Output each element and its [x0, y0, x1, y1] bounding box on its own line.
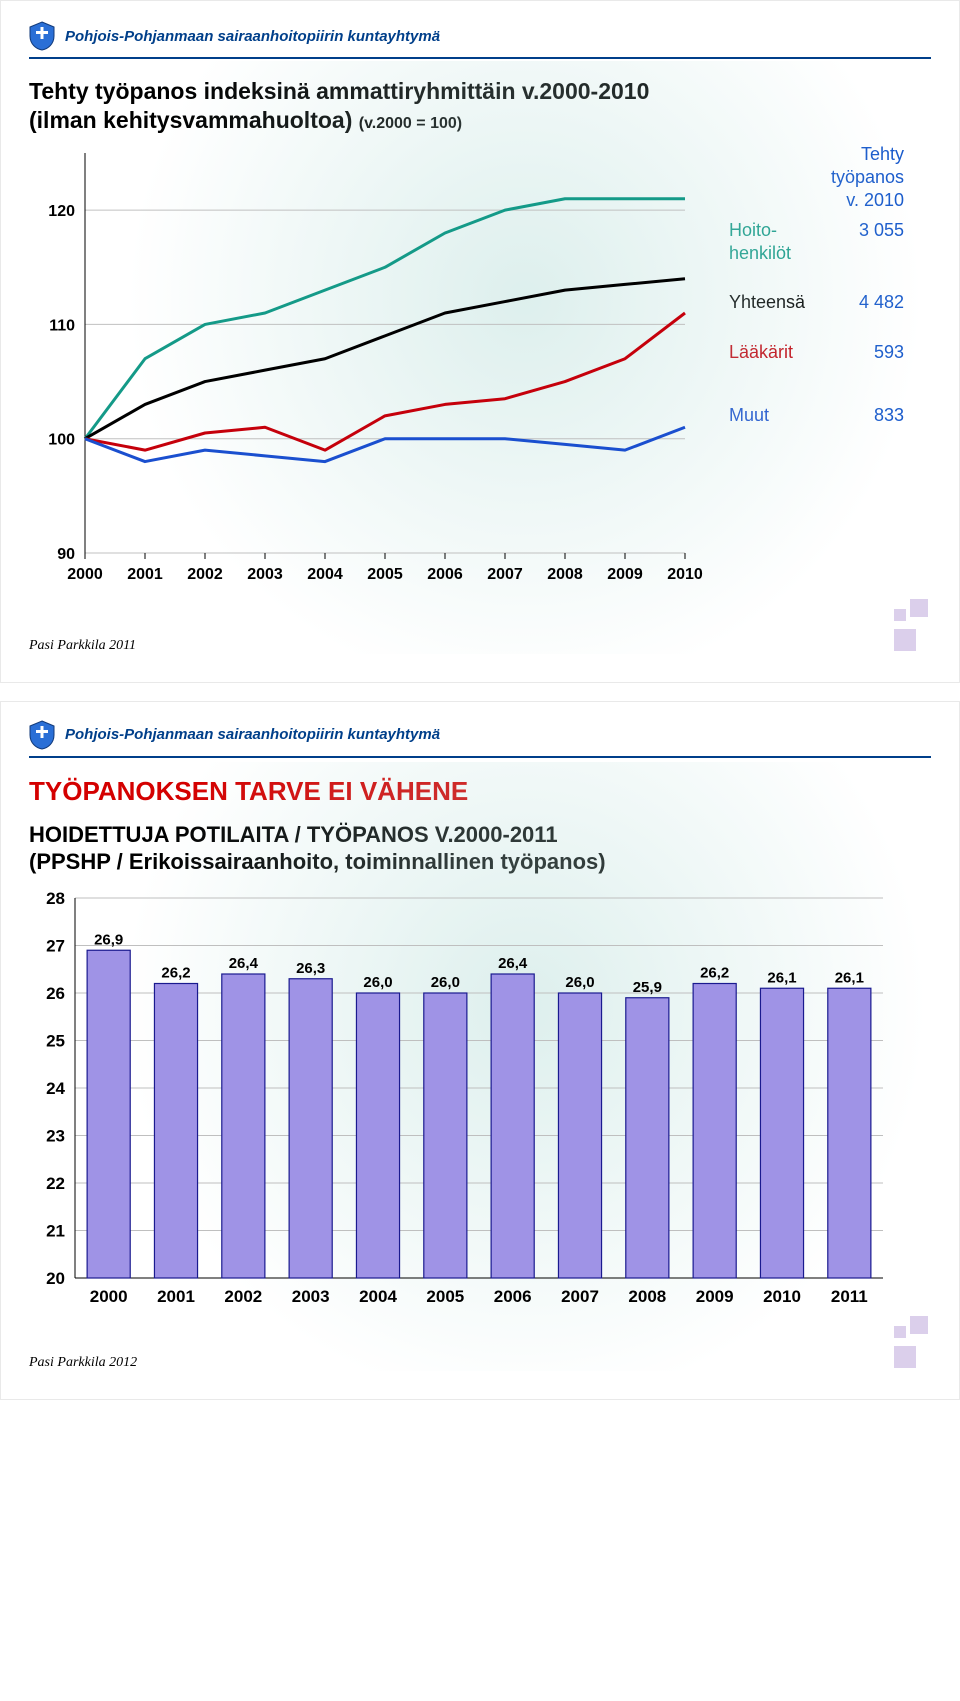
svg-text:25: 25: [46, 1031, 65, 1050]
legend-row: Hoito-henkilöt 3 055: [729, 219, 904, 266]
svg-text:26,4: 26,4: [229, 955, 259, 972]
legend-label: Lääkärit: [729, 341, 793, 364]
svg-text:2006: 2006: [494, 1287, 532, 1306]
svg-text:22: 22: [46, 1174, 65, 1193]
svg-text:120: 120: [48, 203, 75, 220]
legend-value: 3 055: [859, 219, 904, 266]
legend-header: Tehty työpanos v. 2010: [729, 143, 904, 213]
org-title: Pohjois-Pohjanmaan sairaanhoitopiirin ku…: [65, 28, 440, 45]
svg-text:26,4: 26,4: [498, 955, 528, 972]
svg-text:20: 20: [46, 1269, 65, 1288]
svg-text:2007: 2007: [487, 566, 523, 583]
svg-text:2007: 2007: [561, 1287, 599, 1306]
legend-value: 833: [874, 404, 904, 427]
svg-text:25,9: 25,9: [633, 978, 662, 995]
legend: Tehty työpanos v. 2010 Hoito-henkilöt 3 0…: [729, 143, 904, 454]
chart-row: 90 100 110 120 2000 2001 2002 2003 2004 2005 2006 2…: [29, 143, 931, 628]
svg-text:26,2: 26,2: [700, 964, 729, 981]
legend-value: 4 482: [859, 291, 904, 314]
svg-text:110: 110: [49, 317, 75, 334]
org-logo-icon: [29, 21, 55, 51]
slide2-attribution: Pasi Parkkila 2012: [29, 1355, 931, 1371]
svg-text:26,3: 26,3: [296, 959, 325, 976]
chart-title-paren: (v.2000 = 100): [359, 115, 462, 132]
svg-text:2000: 2000: [90, 1287, 128, 1306]
org-title: Pohjois-Pohjanmaan sairaanhoitopiirin ku…: [65, 726, 440, 743]
svg-text:2005: 2005: [367, 566, 403, 583]
legend-header-l1: Tehty: [861, 144, 904, 164]
legend-row: Yhteensä 4 482: [729, 291, 904, 314]
slide1-attribution: Pasi Parkkila 2011: [29, 638, 931, 654]
svg-text:2008: 2008: [628, 1287, 666, 1306]
svg-text:2002: 2002: [187, 566, 223, 583]
svg-text:26,9: 26,9: [94, 931, 123, 948]
slide-1: Pohjois-Pohjanmaan sairaanhoitopiirin ku…: [0, 0, 960, 683]
slide2-subtitle-l2: (PPSHP / Erikoissairaanhoito, toiminnall…: [29, 849, 606, 874]
legend-label: Hoito-henkilöt: [729, 219, 791, 266]
chart-title-line1: Tehty työpanos indeksinä ammattiryhmittä…: [29, 78, 649, 104]
svg-text:2010: 2010: [763, 1287, 801, 1306]
svg-text:100: 100: [48, 431, 75, 448]
svg-text:28: 28: [46, 890, 65, 908]
svg-text:24: 24: [46, 1079, 65, 1098]
svg-text:2003: 2003: [292, 1287, 330, 1306]
svg-text:90: 90: [57, 546, 75, 563]
chart-title-line2: (ilman kehitysvammahuoltoa): [29, 107, 352, 133]
legend-label: Yhteensä: [729, 291, 805, 314]
svg-text:23: 23: [46, 1126, 65, 1145]
legend-row: Muut 833: [729, 404, 904, 427]
svg-text:26,2: 26,2: [161, 964, 190, 981]
svg-text:2002: 2002: [224, 1287, 262, 1306]
svg-text:2001: 2001: [157, 1287, 195, 1306]
org-logo-icon: [29, 720, 55, 750]
legend-header-l3: v. 2010: [846, 190, 904, 210]
svg-text:2009: 2009: [696, 1287, 734, 1306]
svg-text:2004: 2004: [359, 1287, 397, 1306]
svg-text:26,0: 26,0: [431, 974, 460, 991]
slide2-subtitle-l1: HOIDETTUJA POTILAITA / TYÖPANOS V.2000-2…: [29, 822, 558, 847]
svg-text:27: 27: [46, 936, 65, 955]
svg-text:26: 26: [46, 984, 65, 1003]
bar-chart: 20 21 22 23 24 25 26 27 28 26,9 26,2 26,4 26,3 26,0 26…: [29, 890, 931, 1345]
svg-text:2001: 2001: [127, 566, 163, 583]
legend-row: Lääkärit 593: [729, 341, 904, 364]
svg-text:21: 21: [46, 1221, 65, 1240]
slide-header: Pohjois-Pohjanmaan sairaanhoitopiirin ku…: [29, 720, 931, 758]
svg-text:2005: 2005: [426, 1287, 464, 1306]
chart-title: Tehty työpanos indeksinä ammattiryhmittä…: [29, 77, 931, 135]
legend-label: Muut: [729, 404, 769, 427]
slide2-title-red: TYÖPANOKSEN TARVE EI VÄHENE: [29, 776, 931, 807]
svg-text:2009: 2009: [607, 566, 643, 583]
svg-text:2008: 2008: [547, 566, 583, 583]
svg-text:26,1: 26,1: [835, 969, 864, 986]
svg-text:2004: 2004: [307, 566, 343, 583]
svg-text:26,0: 26,0: [363, 974, 392, 991]
slide-2: Pohjois-Pohjanmaan sairaanhoitopiirin ku…: [0, 701, 960, 1400]
svg-text:2010: 2010: [667, 566, 703, 583]
legend-value: 593: [874, 341, 904, 364]
svg-text:2003: 2003: [247, 566, 283, 583]
svg-text:2006: 2006: [427, 566, 463, 583]
svg-text:2000: 2000: [67, 566, 103, 583]
legend-header-l2: työpanos: [831, 167, 904, 187]
svg-text:26,0: 26,0: [565, 974, 594, 991]
svg-text:26,1: 26,1: [767, 969, 796, 986]
slide2-subtitle: HOIDETTUJA POTILAITA / TYÖPANOS V.2000-2…: [29, 821, 931, 876]
svg-text:2011: 2011: [831, 1287, 868, 1306]
slide-header: Pohjois-Pohjanmaan sairaanhoitopiirin ku…: [29, 21, 931, 59]
corner-decoration: [875, 598, 929, 652]
line-chart: 90 100 110 120 2000 2001 2002 2003 2004 2005 2006 2…: [29, 143, 709, 628]
